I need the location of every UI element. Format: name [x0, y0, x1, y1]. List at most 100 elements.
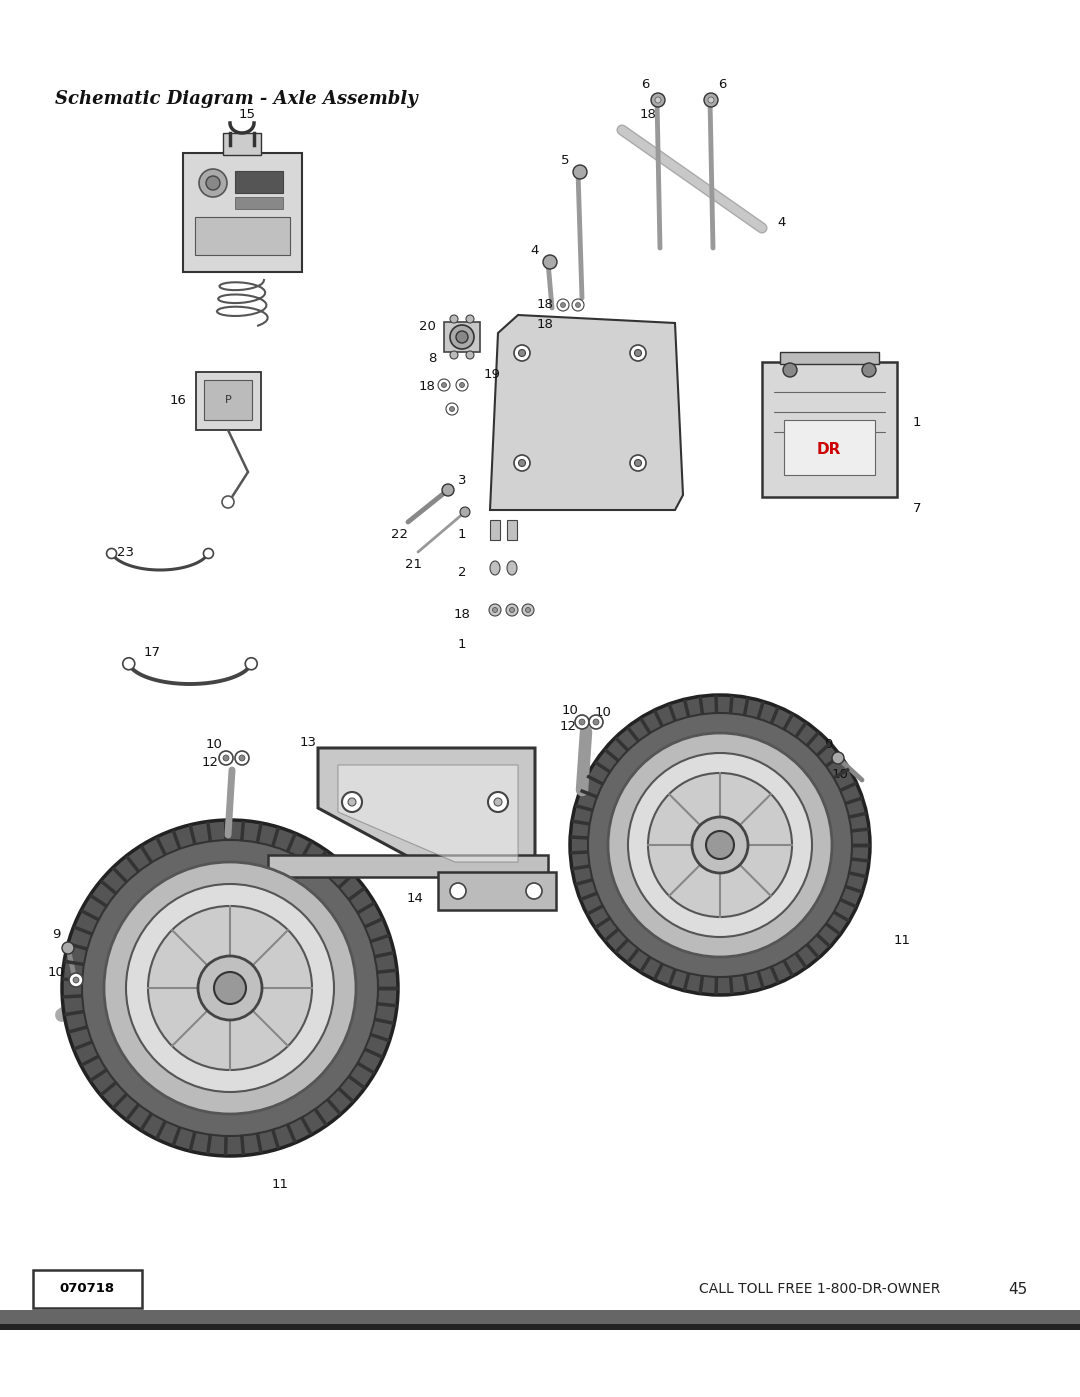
- Circle shape: [465, 314, 474, 323]
- Circle shape: [783, 363, 797, 377]
- Text: 8: 8: [428, 352, 436, 366]
- Circle shape: [494, 798, 502, 806]
- Circle shape: [635, 460, 642, 467]
- Bar: [235, 170, 283, 193]
- Circle shape: [62, 820, 399, 1155]
- Bar: [780, 352, 879, 365]
- Circle shape: [492, 608, 498, 612]
- Text: 1: 1: [913, 415, 921, 429]
- Bar: [235, 197, 283, 210]
- Circle shape: [589, 715, 603, 729]
- Text: 17: 17: [144, 645, 161, 658]
- Circle shape: [460, 507, 470, 517]
- Circle shape: [456, 331, 468, 344]
- Circle shape: [572, 299, 584, 312]
- Circle shape: [222, 754, 229, 761]
- Circle shape: [832, 752, 843, 764]
- Text: 10: 10: [595, 705, 611, 718]
- Circle shape: [73, 977, 79, 983]
- Circle shape: [126, 884, 334, 1092]
- Circle shape: [654, 96, 661, 103]
- Circle shape: [222, 496, 234, 509]
- Text: 18: 18: [419, 380, 435, 394]
- Text: P: P: [225, 395, 231, 405]
- FancyBboxPatch shape: [762, 362, 897, 497]
- Text: 23: 23: [117, 546, 134, 560]
- Bar: [507, 520, 517, 541]
- Circle shape: [69, 972, 83, 988]
- Circle shape: [514, 455, 530, 471]
- Circle shape: [438, 379, 450, 391]
- Circle shape: [630, 455, 646, 471]
- Bar: [195, 372, 261, 430]
- Circle shape: [148, 907, 312, 1070]
- Text: 5: 5: [561, 154, 569, 166]
- Text: 4: 4: [778, 215, 786, 229]
- Circle shape: [245, 658, 257, 669]
- Circle shape: [442, 383, 446, 387]
- Polygon shape: [490, 314, 683, 510]
- Circle shape: [442, 483, 454, 496]
- Bar: [222, 133, 261, 155]
- Circle shape: [107, 549, 117, 559]
- Text: 22: 22: [391, 528, 408, 542]
- Text: 18: 18: [454, 609, 471, 622]
- Text: CALL TOLL FREE 1-800-DR-OWNER: CALL TOLL FREE 1-800-DR-OWNER: [700, 1282, 941, 1296]
- Circle shape: [199, 169, 227, 197]
- Text: 14: 14: [406, 891, 423, 904]
- Text: 2: 2: [458, 567, 467, 580]
- Circle shape: [456, 379, 468, 391]
- Circle shape: [239, 754, 245, 761]
- Circle shape: [608, 733, 832, 957]
- Circle shape: [489, 604, 501, 616]
- Text: 12: 12: [202, 756, 218, 768]
- Text: 13: 13: [299, 735, 316, 749]
- Bar: [490, 520, 500, 541]
- FancyBboxPatch shape: [183, 154, 302, 272]
- FancyBboxPatch shape: [33, 1270, 141, 1308]
- Text: 15: 15: [239, 109, 256, 122]
- Circle shape: [203, 549, 214, 559]
- Circle shape: [706, 831, 734, 859]
- Circle shape: [198, 956, 262, 1020]
- Circle shape: [450, 351, 458, 359]
- Bar: [0, 1324, 1080, 1330]
- Circle shape: [450, 314, 458, 323]
- Text: 10: 10: [48, 965, 65, 978]
- Circle shape: [708, 96, 714, 103]
- Circle shape: [526, 608, 530, 612]
- Circle shape: [465, 351, 474, 359]
- Circle shape: [557, 299, 569, 312]
- Polygon shape: [318, 747, 535, 877]
- Circle shape: [561, 303, 566, 307]
- Ellipse shape: [490, 562, 500, 576]
- Circle shape: [206, 176, 220, 190]
- Circle shape: [692, 817, 748, 873]
- Text: 9: 9: [824, 739, 833, 752]
- Bar: [195, 217, 291, 256]
- Text: 19: 19: [484, 369, 500, 381]
- Circle shape: [648, 773, 792, 916]
- Text: 10: 10: [832, 768, 849, 781]
- Circle shape: [446, 402, 458, 415]
- Circle shape: [518, 349, 526, 356]
- Circle shape: [627, 753, 812, 937]
- Circle shape: [514, 345, 530, 360]
- Circle shape: [510, 608, 514, 612]
- Bar: [444, 321, 480, 352]
- Text: 21: 21: [405, 559, 422, 571]
- Text: 10: 10: [562, 704, 579, 717]
- Circle shape: [630, 345, 646, 360]
- Bar: [268, 855, 548, 877]
- Circle shape: [342, 792, 362, 812]
- Text: 45: 45: [1009, 1281, 1028, 1296]
- Text: 9: 9: [52, 929, 60, 942]
- Circle shape: [526, 883, 542, 900]
- Circle shape: [82, 840, 378, 1136]
- Circle shape: [459, 383, 464, 387]
- Circle shape: [575, 715, 589, 729]
- Circle shape: [704, 94, 718, 108]
- Text: 070718: 070718: [59, 1282, 114, 1295]
- Circle shape: [348, 798, 356, 806]
- Circle shape: [593, 719, 599, 725]
